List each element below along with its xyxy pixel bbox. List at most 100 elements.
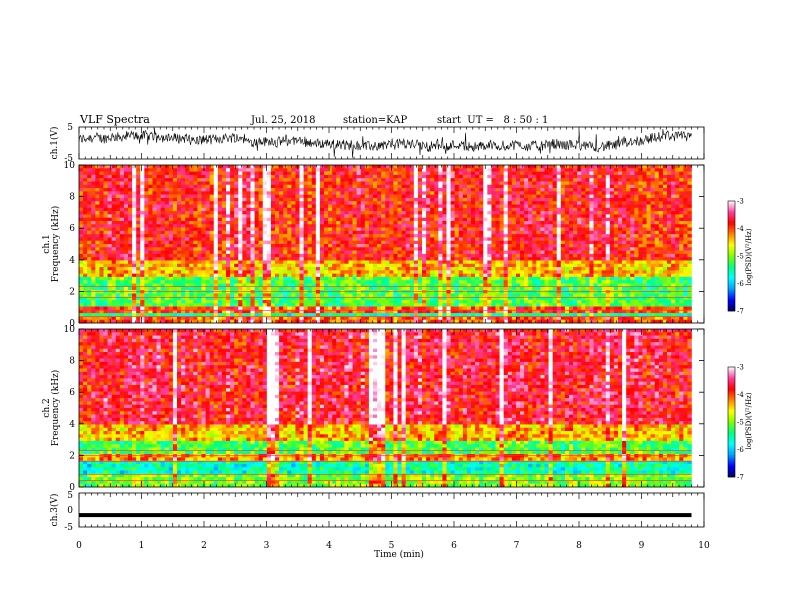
spectrogram-cell: [426, 230, 431, 235]
spectrogram-cell: [642, 188, 647, 192]
spectrogram-cell: [618, 171, 623, 176]
spectrogram-cell: [458, 257, 464, 261]
spectrogram-cell: [679, 257, 684, 261]
spectrogram-cell: [422, 230, 427, 235]
spectrogram-cell: [475, 204, 480, 209]
spectrogram-cell: [544, 247, 549, 251]
spectrogram-cell: [601, 174, 607, 179]
spectrogram-cell: [132, 178, 137, 182]
spectrogram-cell: [291, 247, 296, 251]
spectrogram-cell: [515, 201, 521, 205]
spectrogram-cell: [132, 201, 137, 205]
spectrogram-cell: [201, 207, 206, 212]
spectrogram-cell: [181, 171, 186, 176]
spectrogram-cell: [450, 178, 455, 182]
spectrogram-cell: [221, 201, 227, 205]
spectrogram-cell: [479, 240, 484, 245]
spectrogram-cell: [205, 214, 210, 218]
spectrogram-cell: [246, 260, 251, 265]
spectrogram-cell: [201, 201, 206, 205]
spectrogram-cell: [622, 217, 627, 222]
spectrogram-cell: [556, 204, 562, 209]
spectrogram-cell: [630, 270, 635, 274]
spectrogram-cell: [548, 178, 553, 182]
spectrogram-cell: [201, 174, 206, 179]
spectrogram-cell: [577, 253, 582, 258]
spectrogram-cell: [140, 253, 145, 258]
spectrogram-cell: [324, 227, 329, 232]
spectrogram-cell: [556, 240, 562, 245]
spectrogram-cell: [597, 224, 602, 228]
spectrogram-cell: [258, 204, 264, 209]
spectrogram-cell: [618, 181, 623, 186]
spectrogram-cell: [662, 270, 668, 274]
spectrogram-cell: [291, 197, 296, 202]
spectrogram-cell: [205, 201, 210, 205]
spectrogram-cell: [99, 178, 104, 182]
spectrogram-cell: [622, 227, 627, 232]
spectrogram-cell: [283, 227, 288, 232]
spectrogram-cell: [319, 220, 325, 225]
spectrogram-cell: [132, 165, 137, 169]
spectrogram-cell: [303, 165, 308, 169]
spectrogram-cell: [454, 197, 460, 202]
spectrogram-cell: [475, 191, 480, 195]
spectrogram-cell: [364, 244, 370, 248]
spectrogram-cell: [213, 197, 219, 202]
spectrogram-cell: [348, 197, 353, 202]
spectrogram-cell: [172, 217, 178, 222]
spectrogram-cell: [422, 174, 427, 179]
spectrogram-cell: [172, 234, 178, 238]
spectrogram-cell: [99, 181, 104, 186]
spectrogram-cell: [242, 270, 247, 274]
spectrogram-cell: [613, 220, 619, 225]
spectrogram-cell: [205, 230, 210, 235]
spectrogram-cell: [560, 188, 566, 192]
spectrogram-cell: [687, 224, 692, 228]
spectrogram-cell: [364, 197, 370, 202]
spectrogram-cell: [254, 191, 259, 195]
spectrogram-cell: [434, 204, 439, 209]
spectrogram-cell: [442, 227, 447, 232]
spectrogram-cell: [650, 267, 656, 271]
spectrogram-cell: [658, 250, 664, 255]
spectrogram-cell: [552, 240, 558, 245]
spectrogram-cell: [618, 260, 623, 265]
spectrogram-cell: [103, 201, 108, 205]
spectrogram-cell: [442, 184, 447, 189]
spectrogram-cell: [430, 184, 435, 189]
spectrogram-cell: [638, 214, 643, 218]
spectrogram-cell: [111, 188, 117, 192]
spectrogram-cell: [593, 184, 598, 189]
spectrogram-cell: [234, 250, 239, 255]
spectrogram-cell: [650, 207, 656, 212]
spectrogram-cell: [552, 201, 558, 205]
spectrogram-cell: [254, 201, 259, 205]
spectrogram-cell: [479, 267, 484, 271]
spectrogram-cell: [556, 168, 562, 172]
spectrogram-cell: [234, 230, 239, 235]
spectrogram-cell: [164, 247, 170, 251]
spectrogram-cell: [532, 178, 537, 182]
spectrogram-cell: [107, 201, 112, 205]
spectrogram-cell: [511, 201, 517, 205]
spectrogram-cell: [532, 247, 537, 251]
spectrogram-cell: [238, 178, 243, 182]
spectrogram-cell: [87, 181, 92, 186]
spectrogram-cell: [667, 194, 672, 199]
spectrogram-cell: [91, 267, 96, 271]
spectrogram-cell: [520, 191, 525, 195]
spectrogram-cell: [377, 270, 382, 274]
spectrogram-cell: [328, 257, 333, 261]
spectrogram-cell: [462, 263, 468, 268]
spectrogram-cell: [630, 220, 635, 225]
spectrogram-cell: [658, 184, 664, 189]
spectrogram-cell: [132, 184, 137, 189]
spectrogram-cell: [238, 257, 243, 261]
spectrogram-cell: [115, 224, 121, 228]
spectrogram-cell: [291, 244, 296, 248]
spectrogram-cell: [299, 188, 304, 192]
spectrogram-cell: [654, 204, 660, 209]
spectrogram-cell: [95, 178, 100, 182]
spectrogram-cell: [168, 207, 174, 212]
